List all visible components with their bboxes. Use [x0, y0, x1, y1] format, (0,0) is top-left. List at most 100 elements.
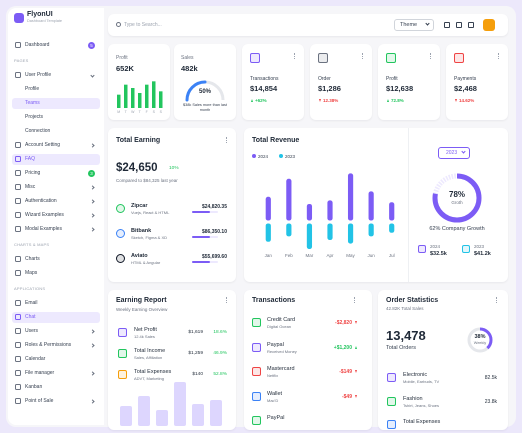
- nav-label[interactable]: Email: [25, 300, 38, 306]
- revenue-bar: [286, 223, 292, 237]
- theme-label[interactable]: Theme: [400, 22, 418, 28]
- nav-label[interactable]: Charts: [25, 256, 40, 262]
- legend-label: 2024: [258, 153, 269, 159]
- x-tick-label: May: [346, 253, 355, 258]
- item-amount: -$49: [341, 393, 352, 400]
- year-label[interactable]: 2023: [446, 150, 458, 156]
- nav-label[interactable]: FAQ: [25, 156, 36, 162]
- item-amount: $55,699.60: [201, 254, 227, 260]
- progress-fill: [192, 211, 210, 213]
- nav-section-title: PAGES: [14, 58, 29, 63]
- item-icon: [252, 367, 261, 376]
- nav-label[interactable]: Maps: [25, 270, 38, 276]
- item-name: Total Expenses: [134, 369, 172, 375]
- toolbar-icon[interactable]: [444, 22, 450, 28]
- nav-icon: [15, 384, 21, 390]
- trend-arrow: [387, 98, 389, 102]
- year-icon: [418, 245, 426, 253]
- nav-label[interactable]: Teams: [25, 100, 40, 106]
- orders-value: 13,478: [386, 328, 426, 343]
- nav-label[interactable]: Misc: [25, 184, 36, 190]
- item-sub: ADVT, Marketing: [134, 376, 165, 381]
- search-input[interactable]: Type to Search...: [124, 22, 162, 28]
- item-icon: [118, 370, 127, 379]
- bar: [131, 88, 135, 108]
- nav-label[interactable]: Point of Sale: [25, 398, 54, 404]
- nav-label[interactable]: Wizard Examples: [25, 212, 64, 218]
- stat-icon: [386, 53, 396, 63]
- total-earning-card: [108, 128, 236, 282]
- orders-label: Total Orders: [386, 345, 416, 351]
- revenue-bar: [327, 200, 333, 221]
- year-select[interactable]: [438, 147, 470, 159]
- nav-label[interactable]: User Profile: [25, 72, 52, 78]
- nav-label[interactable]: Kanban: [25, 384, 43, 390]
- nav-label[interactable]: Calendar: [25, 356, 46, 362]
- nav-item[interactable]: [12, 311, 100, 323]
- revenue-bar: [389, 202, 395, 221]
- year-label: 2023: [474, 244, 485, 249]
- item-amount: -$2,820: [335, 320, 352, 326]
- nav-icon: [15, 142, 21, 148]
- toolbar-icon[interactable]: [468, 22, 474, 28]
- nav-icon: [15, 184, 21, 190]
- nav-label[interactable]: Roles & Permissions: [25, 342, 72, 348]
- nav-icon: [15, 356, 21, 362]
- nav-label[interactable]: Dashboard: [25, 42, 50, 48]
- revenue-bar: [347, 223, 354, 244]
- item-icon: [387, 396, 396, 406]
- nav-label[interactable]: Account Setting: [25, 142, 61, 148]
- earning-compare: Compared to $84,325 last year: [116, 178, 178, 183]
- stat-value: $2,468: [454, 84, 477, 93]
- nav-icon: [15, 72, 21, 78]
- nav-label[interactable]: Projects: [25, 114, 44, 120]
- earning-bar: [174, 382, 186, 426]
- nav-label[interactable]: Modal Examples: [25, 226, 62, 232]
- year-value: $32.5k: [430, 251, 447, 257]
- revenue-bar: [265, 223, 271, 242]
- nav-label[interactable]: Authentication: [25, 198, 57, 204]
- nav-item[interactable]: [12, 153, 100, 165]
- nav-label[interactable]: Chat: [25, 314, 36, 320]
- nav-icon: [15, 398, 21, 404]
- stat-card: [242, 44, 304, 120]
- bar: [152, 81, 156, 108]
- nav-item[interactable]: [12, 97, 100, 109]
- menu-dots: [498, 53, 500, 59]
- menu-dots: [430, 53, 432, 59]
- item-icon: [118, 328, 127, 337]
- trend-arrow: [355, 394, 357, 398]
- nav-label[interactable]: Users: [25, 328, 39, 334]
- stat-icon: [318, 53, 328, 63]
- legend-dot: [252, 154, 256, 158]
- nav-icon: [15, 300, 21, 306]
- item-change: 18.6%: [213, 330, 227, 335]
- stat-value: $1,286: [318, 84, 341, 93]
- day-label: S: [152, 110, 155, 114]
- item-sub: Mobile, Earbuds, TV: [403, 379, 440, 384]
- item-name: Aviato: [131, 253, 148, 259]
- gauge-label: 50%: [198, 89, 212, 95]
- x-tick-label: Jun: [367, 253, 375, 258]
- item-logo: [116, 229, 125, 238]
- nav-label[interactable]: Connection: [25, 128, 51, 134]
- theme-select[interactable]: [394, 19, 434, 31]
- nav-label[interactable]: Profile: [25, 86, 40, 92]
- trend-arrow: [319, 98, 321, 102]
- stat-change: 12.38%: [323, 98, 339, 103]
- earning-bar: [210, 400, 222, 426]
- avatar[interactable]: [483, 19, 495, 31]
- nav-label[interactable]: File manager: [25, 370, 55, 376]
- item-name: Net Profit: [134, 327, 157, 333]
- revenue-bar: [368, 223, 374, 237]
- nav-label[interactable]: Pricing: [25, 170, 41, 176]
- x-tick-label: Feb: [284, 253, 293, 258]
- item-amount: $140: [192, 372, 203, 377]
- toolbar-icon[interactable]: [456, 22, 462, 28]
- progress-fill: [192, 236, 210, 238]
- stat-card: [446, 44, 508, 120]
- stat-change: 14.62%: [459, 98, 475, 103]
- year-value: $41.2k: [474, 251, 491, 257]
- donut-label: 38%: [474, 334, 486, 340]
